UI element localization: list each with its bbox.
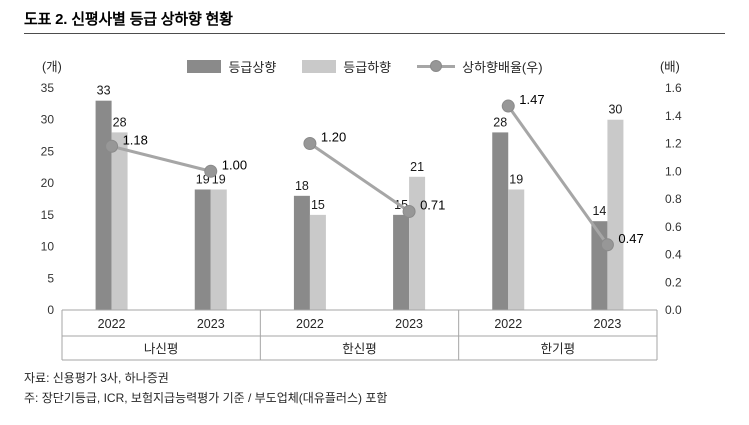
legend-item-downgrade: 등급하향 [302,57,391,76]
svg-text:1.20: 1.20 [321,130,346,145]
svg-text:2022: 2022 [296,317,324,331]
svg-text:0.47: 0.47 [618,231,643,246]
svg-text:0.8: 0.8 [665,192,682,206]
svg-text:19: 19 [212,172,226,186]
legend-label-downgrade: 등급하향 [343,60,392,75]
svg-text:나신평: 나신평 [144,342,179,356]
svg-text:1.00: 1.00 [222,157,247,172]
svg-text:2023: 2023 [594,317,622,331]
svg-text:19: 19 [196,172,210,186]
svg-text:30: 30 [608,103,622,117]
svg-text:한기평: 한기평 [541,342,576,356]
svg-text:10: 10 [41,240,55,254]
svg-text:한신평: 한신평 [342,342,377,356]
svg-text:0.6: 0.6 [665,220,682,234]
svg-text:28: 28 [113,115,127,129]
svg-text:15: 15 [311,198,325,212]
svg-text:19: 19 [509,172,523,186]
legend-item-ratio: 상하향배율(우) [417,57,543,76]
svg-text:20: 20 [41,176,55,190]
svg-text:5: 5 [47,271,54,285]
legend-item-upgrade: 등급상향 [187,57,276,76]
ratio-line-swatch-icon [417,60,456,73]
svg-text:35: 35 [41,81,55,95]
svg-text:1.6: 1.6 [665,81,682,95]
svg-text:0.71: 0.71 [420,197,445,212]
svg-text:1.18: 1.18 [123,132,148,147]
svg-text:30: 30 [41,113,55,127]
svg-text:0.0: 0.0 [665,303,682,317]
right-axis-unit-label: (배) [660,60,680,74]
svg-text:1.47: 1.47 [519,92,544,107]
legend-label-upgrade: 등급상향 [228,60,277,75]
svg-text:28: 28 [493,115,507,129]
svg-text:33: 33 [97,84,111,98]
svg-text:1.4: 1.4 [665,109,682,123]
method-note: 주: 장단기등급, ICR, 보험지급능력평가 기준 / 부도업체(대유플러스)… [24,391,388,405]
page-title: 도표 2. 신평사별 등급 상하향 현황 [24,11,233,28]
ratio-line-marker-icon [430,60,443,72]
svg-text:0.2: 0.2 [665,275,682,289]
svg-text:2023: 2023 [395,317,423,331]
downgrade-bar-swatch-icon [302,60,337,73]
svg-text:2022: 2022 [494,317,522,331]
upgrade-bar-swatch-icon [187,60,222,73]
legend-label-ratio: 상하향배율(우) [462,60,543,75]
svg-text:15: 15 [41,208,55,222]
svg-text:0.4: 0.4 [665,248,682,262]
left-axis-unit-label: (개) [42,60,62,74]
svg-text:1.0: 1.0 [665,164,682,178]
svg-text:2022: 2022 [98,317,126,331]
svg-text:0: 0 [47,303,54,317]
svg-text:14: 14 [592,204,606,218]
svg-text:18: 18 [295,179,309,193]
source-note: 자료: 신용평가 3사, 하나증권 [24,371,169,385]
title-divider [24,33,725,34]
svg-text:2023: 2023 [197,317,225,331]
svg-text:1.2: 1.2 [665,137,682,151]
chart-legend: 등급상향 등급하향 상하향배율(우) [130,57,600,76]
svg-text:25: 25 [41,144,55,158]
svg-text:21: 21 [410,160,424,174]
